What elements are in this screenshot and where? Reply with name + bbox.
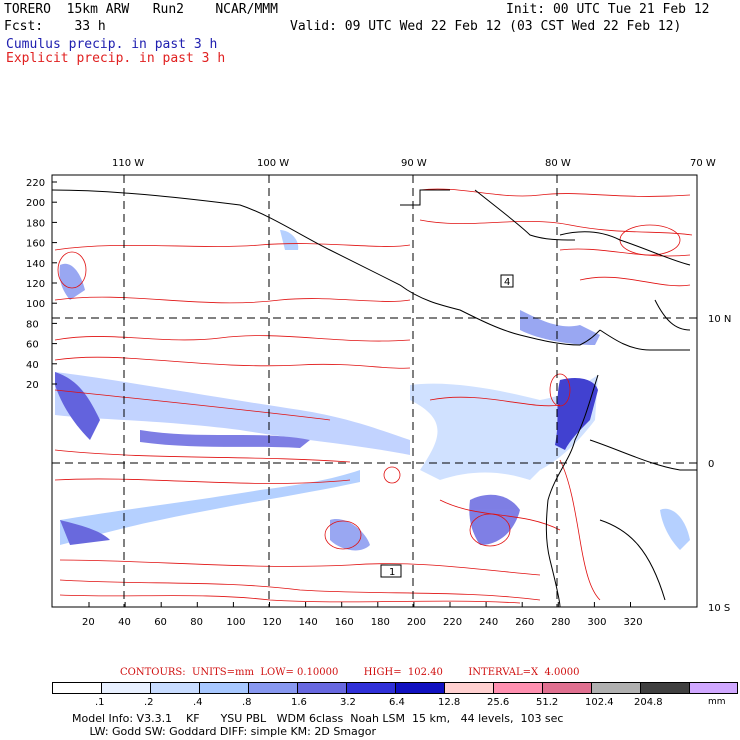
model-info-line1: Model Info: V3.3.1 KF YSU PBL WDM 6class… [72, 712, 564, 725]
precip-map: 4 1 110 W 100 W 90 W 80 W 70 W 10 N 0 10… [26, 158, 731, 628]
x-tick-label: 180 [371, 617, 390, 628]
coastline [51, 189, 697, 608]
svg-text:10 N: 10 N [708, 314, 731, 325]
x-tick-label: 100 [226, 617, 245, 628]
legend-label: 3.2 [340, 697, 356, 708]
legend-unit: mm [708, 697, 726, 707]
legend-swatch [52, 682, 101, 694]
legend-label: 12.8 [438, 697, 461, 708]
model-title: TORERO 15km ARW Run2 NCAR/MMM [4, 2, 278, 17]
legend-swatch [640, 682, 689, 694]
lat-labels: 10 N 0 10 S [708, 314, 731, 614]
svg-text:110 W: 110 W [112, 158, 144, 169]
legend-swatch [542, 682, 591, 694]
legend-swatch [346, 682, 395, 694]
x-tick-label: 280 [551, 617, 570, 628]
y-tick-label: 80 [26, 319, 39, 330]
x-tick-label: 300 [587, 617, 606, 628]
legend-label: 25.6 [487, 697, 510, 708]
svg-text:100 W: 100 W [257, 158, 289, 169]
explicit-precip-contours [54, 188, 693, 604]
legend-label: .2 [144, 697, 154, 708]
y-axis-ticks: 220 200 180 160 140 120 100 80 60 40 20 [26, 178, 57, 391]
lon-labels: 110 W 100 W 90 W 80 W 70 W [112, 158, 716, 169]
legend-swatch [101, 682, 150, 694]
cumulus-precip [55, 230, 690, 551]
legend-swatch [150, 682, 199, 694]
legend-label: 102.4 [585, 697, 614, 708]
legend-label: .8 [242, 697, 252, 708]
legend-label: 1.6 [291, 697, 307, 708]
legend-swatch [248, 682, 297, 694]
legend-swatch [591, 682, 640, 694]
forecast-hour: Fcst: 33 h [4, 19, 106, 34]
legend-swatch [199, 682, 248, 694]
y-tick-label: 220 [26, 178, 45, 189]
svg-text:0: 0 [708, 459, 714, 470]
x-tick-label: 220 [443, 617, 462, 628]
svg-text:1: 1 [389, 567, 395, 578]
legend-swatch [689, 682, 738, 694]
x-axis-ticks: 20 40 60 80 100 120 140 160 180 200 220 240 260 280 30… [82, 602, 643, 628]
contours-info: CONTOURS: UNITS=mm LOW= 0.10000 HIGH= 10… [120, 667, 580, 678]
legend-label: 51.2 [536, 697, 559, 708]
cumulus-legend-label: Cumulus precip. in past 3 h [6, 37, 218, 52]
y-tick-label: 140 [26, 259, 45, 270]
y-tick-label: 120 [26, 279, 45, 290]
y-tick-label: 100 [26, 299, 45, 310]
x-tick-label: 160 [335, 617, 354, 628]
x-tick-label: 120 [263, 617, 282, 628]
station-marker-4: 4 [500, 274, 514, 288]
legend-label: 204.8 [634, 697, 663, 708]
x-tick-label: 40 [118, 617, 131, 628]
legend-swatch [297, 682, 346, 694]
x-tick-label: 60 [154, 617, 167, 628]
model-info-line2: LW: Godd SW: Goddard DIFF: simple KM: 2D… [72, 725, 377, 738]
legend-label: .1 [95, 697, 105, 708]
legend-swatch [444, 682, 493, 694]
legend-label: .4 [193, 697, 203, 708]
y-tick-label: 160 [26, 239, 45, 250]
x-tick-label: 80 [190, 617, 203, 628]
svg-text:10 S: 10 S [708, 603, 730, 614]
explicit-legend-label: Explicit precip. in past 3 h [6, 51, 226, 66]
x-tick-label: 200 [407, 617, 426, 628]
lat-lon-grid [52, 175, 697, 607]
legend-swatch [493, 682, 542, 694]
x-tick-label: 260 [515, 617, 534, 628]
y-tick-label: 200 [26, 198, 45, 209]
x-tick-label: 240 [479, 617, 498, 628]
init-time: Init: 00 UTC Tue 21 Feb 12 [506, 2, 710, 17]
legend-label: 6.4 [389, 697, 405, 708]
y-tick-label: 40 [26, 360, 39, 371]
y-tick-label: 60 [26, 340, 39, 351]
valid-time: Valid: 09 UTC Wed 22 Feb 12 (03 CST Wed … [290, 19, 682, 34]
y-tick-label: 180 [26, 218, 45, 229]
x-tick-label: 20 [82, 617, 95, 628]
svg-text:4: 4 [504, 277, 510, 288]
x-tick-label: 320 [624, 617, 643, 628]
svg-text:70 W: 70 W [690, 158, 716, 169]
station-marker-1: 1 [380, 564, 402, 578]
x-tick-label: 140 [299, 617, 318, 628]
svg-text:90 W: 90 W [401, 158, 427, 169]
color-legend [52, 682, 738, 694]
svg-text:80 W: 80 W [545, 158, 571, 169]
model-info: Model Info: V3.3.1 KF YSU PBL WDM 6class… [72, 712, 563, 738]
y-tick-label: 20 [26, 380, 39, 391]
legend-swatch [395, 682, 444, 694]
